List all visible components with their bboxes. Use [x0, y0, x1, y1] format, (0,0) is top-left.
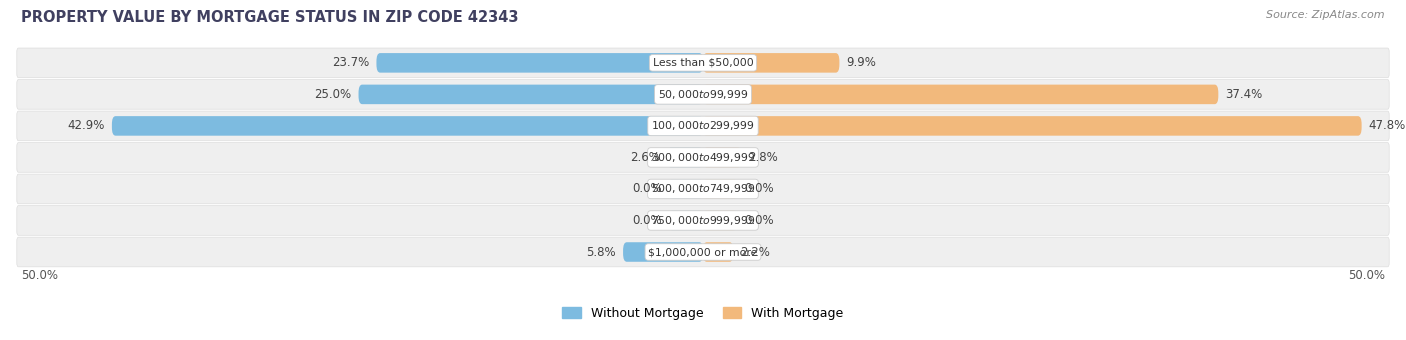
FancyBboxPatch shape [703, 85, 1219, 104]
FancyBboxPatch shape [17, 48, 1389, 78]
Text: 2.6%: 2.6% [630, 151, 661, 164]
FancyBboxPatch shape [17, 80, 1389, 109]
Text: Source: ZipAtlas.com: Source: ZipAtlas.com [1267, 10, 1385, 20]
FancyBboxPatch shape [17, 237, 1389, 267]
FancyBboxPatch shape [669, 211, 703, 230]
FancyBboxPatch shape [623, 242, 703, 262]
Text: $50,000 to $99,999: $50,000 to $99,999 [658, 88, 748, 101]
Text: 25.0%: 25.0% [315, 88, 352, 101]
Text: 47.8%: 47.8% [1368, 119, 1406, 132]
Text: $300,000 to $499,999: $300,000 to $499,999 [651, 151, 755, 164]
FancyBboxPatch shape [17, 142, 1389, 172]
Text: $1,000,000 or more: $1,000,000 or more [648, 247, 758, 257]
Text: 0.0%: 0.0% [633, 214, 662, 227]
Text: 42.9%: 42.9% [67, 119, 105, 132]
Text: 0.0%: 0.0% [744, 183, 773, 196]
FancyBboxPatch shape [703, 116, 1361, 136]
Legend: Without Mortgage, With Mortgage: Without Mortgage, With Mortgage [557, 302, 849, 325]
FancyBboxPatch shape [377, 53, 703, 73]
Text: 5.8%: 5.8% [586, 245, 616, 258]
Text: Less than $50,000: Less than $50,000 [652, 58, 754, 68]
Text: 0.0%: 0.0% [744, 214, 773, 227]
Text: $500,000 to $749,999: $500,000 to $749,999 [651, 183, 755, 196]
Text: 50.0%: 50.0% [21, 269, 58, 282]
Text: $100,000 to $299,999: $100,000 to $299,999 [651, 119, 755, 132]
FancyBboxPatch shape [703, 211, 738, 230]
FancyBboxPatch shape [703, 148, 741, 167]
Text: 2.8%: 2.8% [748, 151, 778, 164]
FancyBboxPatch shape [703, 179, 738, 199]
FancyBboxPatch shape [668, 148, 703, 167]
Text: 0.0%: 0.0% [633, 183, 662, 196]
FancyBboxPatch shape [703, 242, 734, 262]
Text: 50.0%: 50.0% [1348, 269, 1385, 282]
Text: 9.9%: 9.9% [846, 56, 876, 69]
Text: $750,000 to $999,999: $750,000 to $999,999 [651, 214, 755, 227]
Text: 37.4%: 37.4% [1225, 88, 1263, 101]
FancyBboxPatch shape [669, 179, 703, 199]
Text: PROPERTY VALUE BY MORTGAGE STATUS IN ZIP CODE 42343: PROPERTY VALUE BY MORTGAGE STATUS IN ZIP… [21, 10, 519, 25]
FancyBboxPatch shape [17, 174, 1389, 204]
FancyBboxPatch shape [17, 206, 1389, 235]
Text: 23.7%: 23.7% [332, 56, 370, 69]
FancyBboxPatch shape [112, 116, 703, 136]
FancyBboxPatch shape [359, 85, 703, 104]
FancyBboxPatch shape [17, 111, 1389, 141]
Text: 2.2%: 2.2% [740, 245, 770, 258]
FancyBboxPatch shape [703, 53, 839, 73]
